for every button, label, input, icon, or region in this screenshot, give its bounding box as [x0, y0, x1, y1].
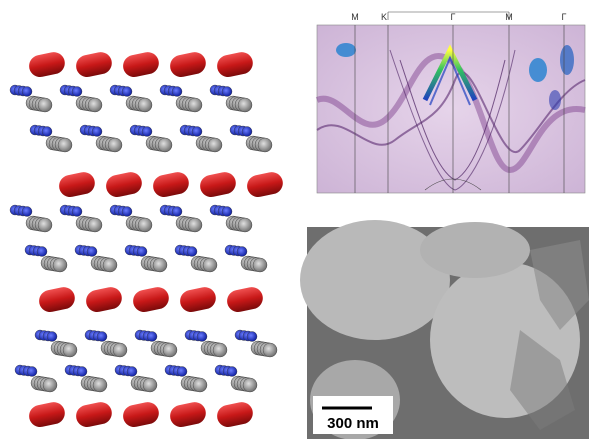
k-label: K — [381, 12, 387, 22]
atom — [22, 87, 32, 97]
atom — [153, 258, 167, 272]
atom — [147, 332, 157, 342]
oxygen-rod — [121, 400, 161, 429]
atom — [237, 247, 247, 257]
atom — [38, 98, 52, 112]
atom — [77, 367, 87, 377]
atom — [238, 218, 252, 232]
k-label: M — [505, 12, 513, 22]
oxygen-rod — [178, 285, 218, 314]
k-label: Γ — [451, 12, 456, 22]
oxygen-rod — [198, 170, 238, 199]
atom — [72, 87, 82, 97]
oxygen-rod — [74, 50, 114, 79]
atom — [213, 343, 227, 357]
atom — [137, 247, 147, 257]
atom — [238, 98, 252, 112]
atom — [92, 127, 102, 137]
atom — [53, 258, 67, 272]
k-label: Γ — [562, 12, 567, 22]
atom — [47, 332, 57, 342]
atom — [122, 207, 132, 217]
atom — [37, 247, 47, 257]
atom — [42, 127, 52, 137]
oxygen-rod — [225, 285, 265, 314]
tem-panel: 300 nm — [300, 220, 589, 439]
atom — [93, 378, 107, 392]
atom — [88, 98, 102, 112]
oxygen-rod — [27, 400, 67, 429]
arpes-panel: M K Γ M Γ — [317, 12, 585, 193]
oxygen-rod — [74, 400, 114, 429]
oxygen-rod — [121, 50, 161, 79]
atom — [163, 343, 177, 357]
atom — [88, 218, 102, 232]
atom — [38, 218, 52, 232]
oxygen-rod — [168, 50, 208, 79]
atom — [58, 138, 72, 152]
atom — [72, 207, 82, 217]
scale-bar-label: 300 nm — [327, 415, 379, 432]
figure: M K Γ M Γ 300 nm — [0, 0, 589, 439]
k-label: M — [351, 12, 359, 22]
atom — [188, 98, 202, 112]
atom — [158, 138, 172, 152]
atom — [87, 247, 97, 257]
atom — [172, 207, 182, 217]
oxygen-rod — [215, 400, 255, 429]
atom — [263, 343, 277, 357]
atom — [258, 138, 272, 152]
atom — [253, 258, 267, 272]
oxygen-rod — [84, 285, 124, 314]
atom — [142, 127, 152, 137]
atom — [227, 367, 237, 377]
atom — [103, 258, 117, 272]
atom — [242, 127, 252, 137]
atom — [27, 367, 37, 377]
atom — [187, 247, 197, 257]
atom — [193, 378, 207, 392]
atom — [127, 367, 137, 377]
atom — [243, 378, 257, 392]
atom — [247, 332, 257, 342]
crystal-structure — [10, 50, 285, 429]
atom — [172, 87, 182, 97]
atom — [188, 218, 202, 232]
atom — [208, 138, 222, 152]
oxygen-rod — [37, 285, 77, 314]
oxygen-rod — [245, 170, 285, 199]
atom — [143, 378, 157, 392]
atom — [138, 218, 152, 232]
atom — [43, 378, 57, 392]
atom — [97, 332, 107, 342]
atom — [222, 87, 232, 97]
atom — [63, 343, 77, 357]
oxygen-rod — [168, 400, 208, 429]
atom — [108, 138, 122, 152]
atom — [222, 207, 232, 217]
atom — [177, 367, 187, 377]
atom — [203, 258, 217, 272]
oxygen-rod — [104, 170, 144, 199]
oxygen-rod — [151, 170, 191, 199]
atom — [197, 332, 207, 342]
oxygen-rod — [131, 285, 171, 314]
atom — [138, 98, 152, 112]
atom — [22, 207, 32, 217]
oxygen-rod — [27, 50, 67, 79]
atom — [113, 343, 127, 357]
oxygen-rod — [57, 170, 97, 199]
oxygen-rod — [215, 50, 255, 79]
atom — [122, 87, 132, 97]
atom — [192, 127, 202, 137]
